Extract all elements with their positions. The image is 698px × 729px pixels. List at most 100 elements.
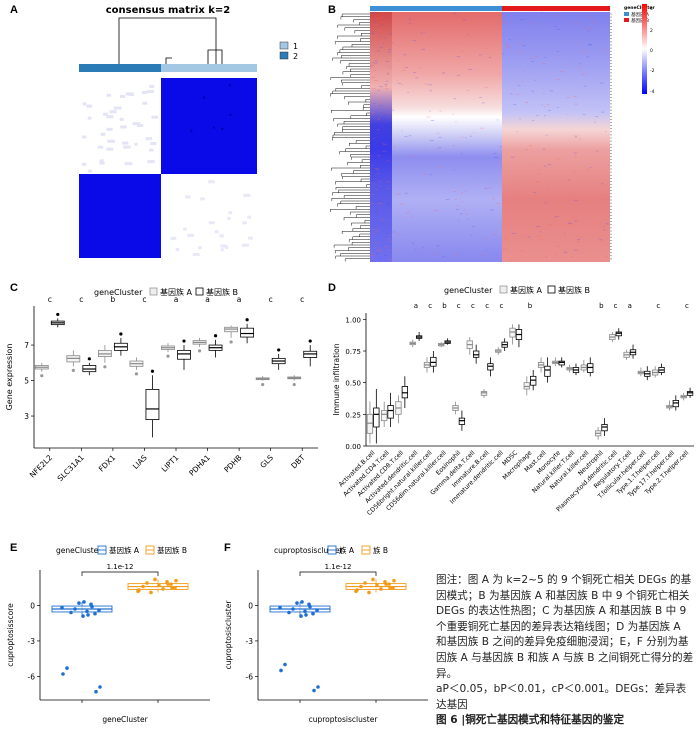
y-tick-label: 0.25: [345, 411, 361, 419]
data-point: [283, 662, 287, 667]
immune-infiltration-boxplot: geneCluster 基因族 A 基因族 B 0.00 0.25 0.50 0.75 1.0…: [332, 285, 694, 517]
x-tick-label: FDX1: [97, 453, 118, 474]
row-ticks: [610, 13, 612, 260]
data-point: [291, 607, 295, 611]
data-point: [391, 585, 395, 590]
y-tick-label: -6: [246, 672, 254, 681]
box-b: [558, 357, 565, 368]
box-a: [623, 349, 630, 360]
heatmap-block-b: [502, 12, 610, 262]
x-tick-label: NFE2L2: [28, 453, 55, 480]
data-point: [169, 582, 173, 586]
box-b: [672, 395, 679, 411]
outlier-point: [134, 372, 139, 376]
data-point: [392, 578, 396, 583]
dendrogram: [118, 17, 223, 64]
data-point: [170, 585, 174, 590]
box-b: [208, 339, 223, 358]
data-point: [82, 600, 86, 604]
svg-text:geneCluster: geneCluster: [624, 5, 655, 11]
significance-letter: c: [48, 295, 52, 304]
matrix-block-1: [79, 174, 161, 258]
data-point: [316, 685, 320, 689]
outlier-point: [87, 357, 91, 361]
box-b: [587, 357, 594, 377]
significance-letter: b: [111, 295, 116, 304]
legend-title: geneCluster: [56, 546, 102, 555]
data-point: [375, 583, 379, 588]
outlier-point: [71, 368, 75, 372]
outlier-point: [245, 318, 249, 322]
significance-letter: c: [485, 302, 489, 310]
y-tick-label: 3: [24, 412, 29, 421]
box-a: [466, 337, 473, 355]
data-point: [355, 588, 359, 592]
y-tick-label: 0.50: [345, 380, 361, 388]
outlier-point: [103, 365, 107, 369]
expression-heatmap: geneCluster 基因族 A 基因族 B 4 2 0 -2 -4: [330, 4, 655, 262]
y-axis-label: Gene expression: [5, 344, 14, 411]
box-a: [34, 362, 49, 372]
box-a: [495, 347, 502, 355]
data-point: [145, 581, 149, 585]
box-b: [458, 410, 466, 431]
data-point: [379, 587, 383, 591]
box-b: [303, 345, 318, 367]
panel-label-c: C: [10, 282, 18, 294]
outlier-point: [150, 369, 155, 373]
box-a: [523, 376, 530, 396]
box-a: [438, 342, 445, 348]
x-tick-label: DBT: [289, 453, 307, 471]
outlier-point: [166, 354, 170, 358]
matrix-block-2: [161, 78, 257, 174]
data-point: [304, 613, 308, 617]
legend-label-a: 基因族 A: [510, 285, 543, 295]
x-tick-label: GLS: [258, 453, 275, 470]
caption-significance: aP＜0.05，bP＜0.01，cP＜0.001。DEGs：差异表达基因: [436, 683, 687, 711]
cluster-bar-2: [161, 64, 257, 72]
y-tick-label: -3: [28, 637, 36, 646]
cuproptosis-score-boxplot-e: geneCluster 基因族 A 基因族 B -6 -3 0 cuproptosissco…: [6, 545, 210, 724]
caption-body: 图注：图 A 为 k=2~5 的 9 个铜死亡相关 DEGs 的基因模式；B 为…: [436, 574, 694, 680]
box-a: [129, 357, 144, 370]
box-a: [666, 400, 673, 411]
box-a: [366, 401, 374, 444]
data-point: [174, 578, 178, 583]
outlier-point: [182, 339, 186, 343]
box-a: [537, 357, 545, 373]
box-b: [82, 362, 97, 376]
box-a: [255, 376, 270, 381]
significance-letter: a: [174, 295, 179, 304]
box-b: [415, 332, 423, 341]
outlier-point: [261, 382, 265, 387]
data-point: [149, 590, 153, 595]
box-a: [452, 401, 459, 415]
significance-letter: c: [428, 302, 432, 310]
significance-letter: b: [442, 302, 447, 310]
box-b: [387, 392, 394, 427]
svg-text:基因族 A: 基因族 A: [631, 11, 650, 18]
y-axis-label: cuproptosiscluster: [224, 600, 233, 670]
box-b: [444, 338, 451, 345]
data-point: [359, 584, 363, 589]
data-point: [308, 604, 312, 609]
panel-label-f: F: [224, 542, 231, 554]
box-b: [487, 357, 494, 377]
box-a: [580, 359, 587, 373]
box-a: [192, 337, 207, 347]
heatmap-legend: geneCluster 基因族 A 基因族 B 4 2 0 -2 -4: [624, 4, 655, 95]
data-point: [363, 581, 367, 585]
significance-letter: a: [205, 295, 210, 304]
significance-letter: c: [300, 295, 304, 304]
box-a: [395, 395, 402, 424]
heatmap-texture: [370, 12, 609, 261]
data-point: [153, 577, 157, 582]
y-tick-label: 0: [248, 601, 253, 610]
box-b: [572, 363, 580, 376]
box-b: [240, 323, 255, 344]
y-tick-label: 0.00: [345, 443, 361, 451]
gene-expression-boxplot: geneCluster 基因族 A 基因族 B 3 5 7 Gene expression c…: [5, 287, 318, 483]
y-tick-label: 1.00: [345, 316, 361, 324]
y-axis-label: Immune infiltration: [332, 343, 341, 415]
svg-text:4: 4: [650, 6, 653, 12]
